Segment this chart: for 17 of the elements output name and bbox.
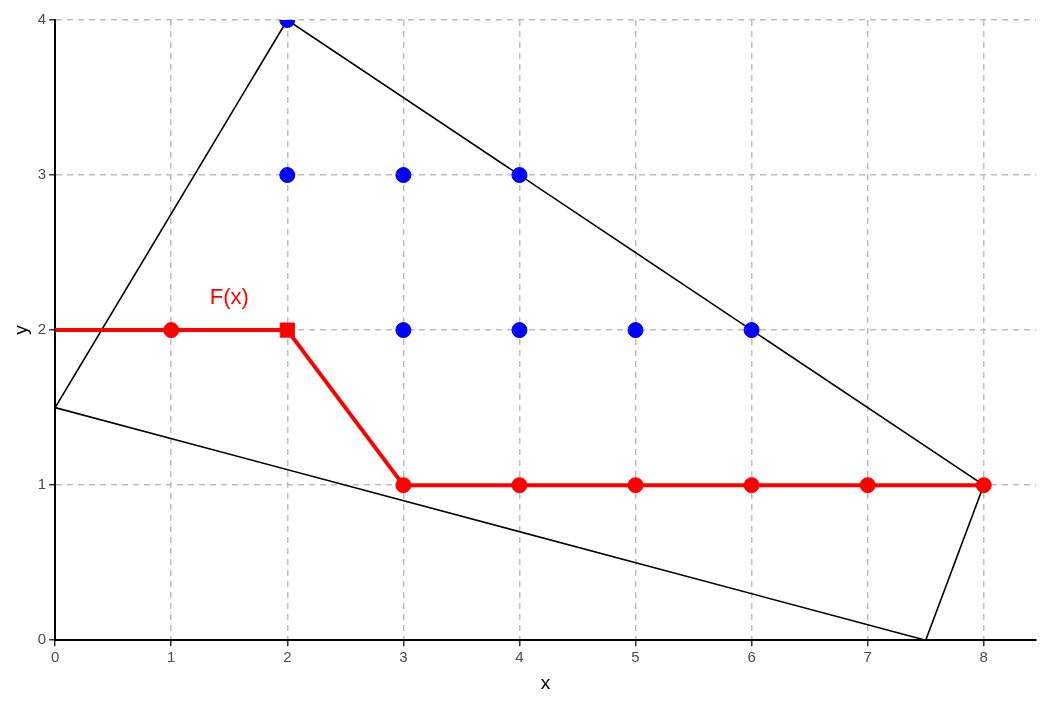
x-tick-label: 5	[631, 648, 640, 666]
x-tick-label: 3	[399, 648, 408, 666]
y-tick-label: 1	[37, 475, 47, 493]
y-tick-label: 3	[37, 165, 47, 183]
x-tick-label: 6	[747, 648, 756, 666]
y-tick-label: 2	[37, 320, 47, 338]
y-axis-title: y	[9, 324, 31, 335]
x-tick-label: 0	[50, 648, 60, 666]
y-tick-label: 0	[37, 630, 47, 648]
x-axis-title: x	[540, 671, 551, 693]
x-tick-label: 2	[283, 648, 292, 666]
x-tick-label: 4	[515, 648, 524, 666]
x-tick-label: 7	[863, 648, 872, 666]
x-tick-label: 8	[979, 648, 988, 666]
series-label: F(x)	[209, 284, 249, 310]
x-tick-label: 1	[167, 648, 176, 666]
y-tick-label: 4	[37, 10, 47, 28]
